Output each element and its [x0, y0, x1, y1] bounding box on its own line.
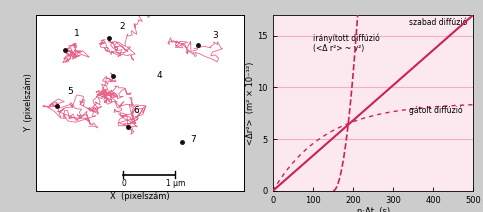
- Text: 6: 6: [134, 106, 140, 115]
- Text: 3: 3: [213, 31, 218, 40]
- Text: 2: 2: [119, 22, 125, 31]
- Text: szabad diffúzió: szabad diffúzió: [409, 18, 468, 27]
- Text: 7: 7: [190, 135, 196, 144]
- Text: 0: 0: [121, 179, 126, 188]
- X-axis label: n·Δt  (s): n·Δt (s): [356, 207, 390, 212]
- Text: 5: 5: [68, 87, 73, 96]
- Text: irányított diffúzió
(<Δ r²> ~ v²): irányított diffúzió (<Δ r²> ~ v²): [313, 33, 380, 53]
- X-axis label: X  (pixelszám): X (pixelszám): [110, 192, 170, 201]
- Text: 1 µm: 1 µm: [166, 179, 185, 188]
- Text: 4: 4: [156, 71, 162, 80]
- Text: 1: 1: [73, 29, 79, 38]
- Text: gátolt diffúzió: gátolt diffúzió: [409, 106, 463, 115]
- Y-axis label: Y  (pixelszám): Y (pixelszám): [25, 73, 33, 132]
- Y-axis label: <Δr²>  (m² × 10⁻¹²): <Δr²> (m² × 10⁻¹²): [246, 61, 255, 145]
